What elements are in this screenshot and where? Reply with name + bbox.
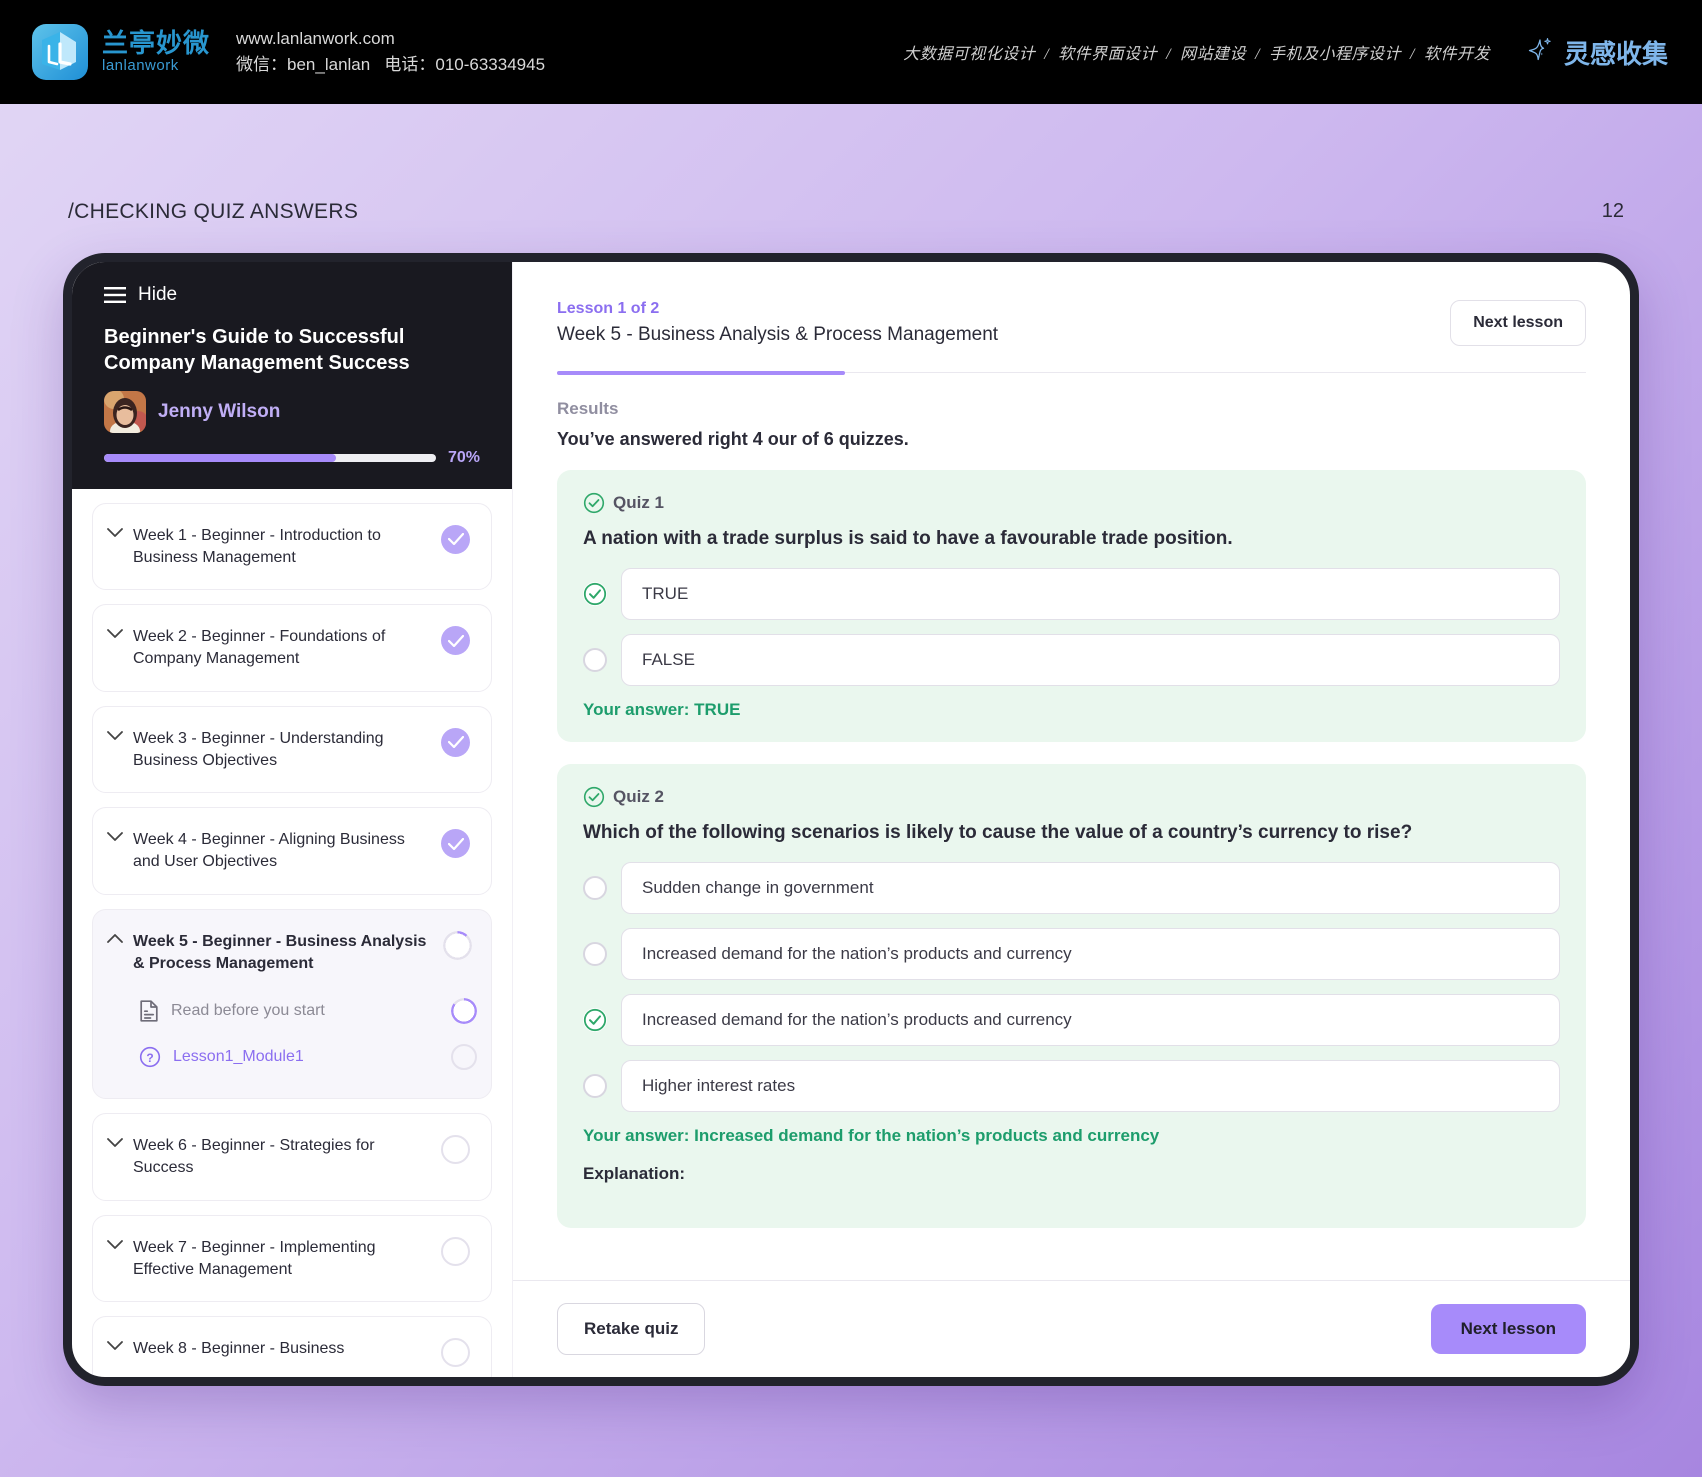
svg-text:?: ?: [146, 1051, 153, 1065]
